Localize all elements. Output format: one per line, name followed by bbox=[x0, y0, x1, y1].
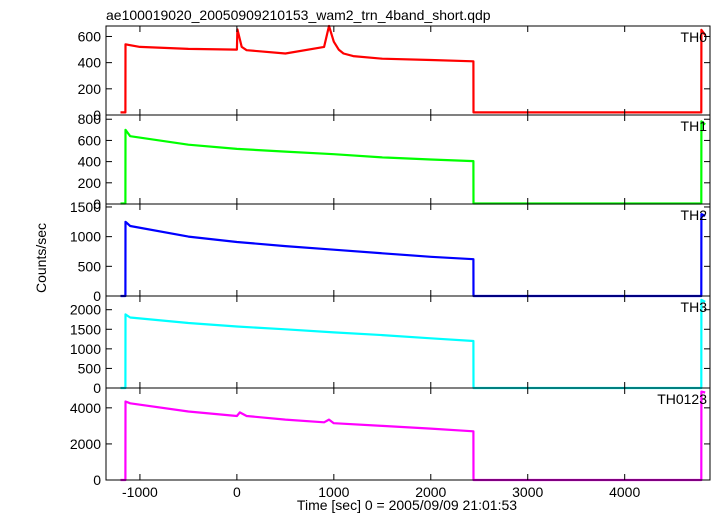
y-tick-label: 600 bbox=[78, 132, 102, 148]
y-tick-label: 2000 bbox=[70, 436, 101, 452]
series-line-th0123 bbox=[120, 390, 706, 482]
y-tick-label: 400 bbox=[78, 55, 102, 71]
y-tick-label: 800 bbox=[78, 111, 102, 127]
panel-th1: 0 200 400 600 800 TH1 bbox=[78, 111, 711, 212]
y-tick-label: 4000 bbox=[70, 400, 101, 416]
y-tick-label: 0 bbox=[93, 380, 101, 396]
y-tick-label: 500 bbox=[78, 360, 102, 376]
x-tick-label: 3000 bbox=[512, 484, 543, 500]
panel-th0123: 0 2000 4000 -1000 0 1000 2000 3000 4000 TH0123 bbox=[70, 387, 711, 500]
x-tick-label: 0 bbox=[233, 484, 241, 500]
panel-frame bbox=[105, 295, 711, 389]
panel-label: TH1 bbox=[681, 118, 708, 134]
y-tick-label: 2000 bbox=[70, 302, 101, 318]
panel-th0: 0 200 400 600 TH0 bbox=[78, 24, 711, 123]
panel-th2: 0 500 1000 1500 TH2 bbox=[70, 199, 711, 304]
y-tick-label: 200 bbox=[78, 81, 102, 97]
panel-label: TH2 bbox=[681, 207, 708, 223]
panel-label: TH0 bbox=[681, 29, 708, 45]
y-tick-label: 500 bbox=[78, 258, 102, 274]
y-tick-label: 200 bbox=[78, 175, 102, 191]
y-tick-label: 400 bbox=[78, 154, 102, 170]
chart-title: ae100019020_20050909210153_wam2_trn_4ban… bbox=[106, 7, 491, 23]
x-tick-label: 1000 bbox=[318, 484, 349, 500]
y-tick-label: 1000 bbox=[70, 341, 101, 357]
series-line-th2 bbox=[120, 213, 706, 298]
y-tick-label: 0 bbox=[93, 196, 101, 212]
series-line-th1 bbox=[120, 120, 706, 205]
y-tick-label: 0 bbox=[93, 288, 101, 304]
x-tick-label: -1000 bbox=[122, 484, 158, 500]
y-tick-label: 600 bbox=[78, 28, 102, 44]
series-line-th3 bbox=[120, 298, 706, 390]
y-tick-label: 1500 bbox=[70, 321, 101, 337]
panel-label: TH3 bbox=[681, 299, 708, 315]
panel-frame bbox=[105, 387, 711, 481]
panel-th3: 0 500 1000 1500 2000 TH3 bbox=[70, 295, 711, 396]
x-axis-label: Time [sec] 0 = 2005/09/09 21:01:53 bbox=[297, 497, 517, 513]
y-tick-label: 0 bbox=[93, 472, 101, 488]
y-axis-label: Counts/sec bbox=[33, 223, 49, 293]
y-tick-label: 1000 bbox=[70, 229, 101, 245]
series-line-th0 bbox=[120, 24, 707, 114]
panel-label: TH0123 bbox=[657, 391, 707, 407]
y-tick-label: 0 bbox=[93, 107, 101, 123]
y-tick-label: 1500 bbox=[70, 199, 101, 215]
x-tick-label: 2000 bbox=[415, 484, 446, 500]
panel-frame bbox=[105, 203, 711, 297]
x-tick-label: 4000 bbox=[609, 484, 640, 500]
panel-frame bbox=[105, 25, 711, 116]
